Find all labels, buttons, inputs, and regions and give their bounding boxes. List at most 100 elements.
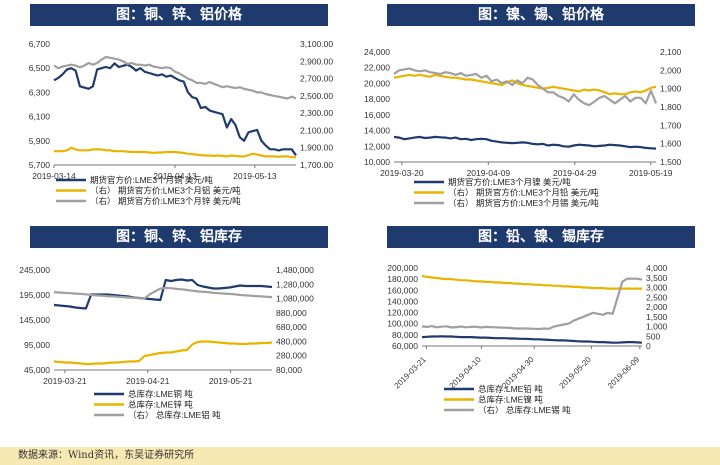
y-left-tick-label: 16,000 xyxy=(364,110,390,120)
x-tick-label: 2019-04-29 xyxy=(553,168,597,178)
series-line-0 xyxy=(421,335,643,344)
data-source-footer: 数据来源：Wind资讯，东吴证券研究所 xyxy=(0,447,720,465)
x-tick-label: 2019-04-13 xyxy=(153,171,197,181)
y-right-tick-label: 1,000 xyxy=(646,322,668,332)
x-tick-label: 2019-04-21 xyxy=(126,376,170,386)
series-line-2 xyxy=(421,277,643,331)
y-right-tick-label: 0 xyxy=(646,341,651,351)
x-tick-label: 2019-04-09 xyxy=(467,168,511,178)
chart-panel-nickel-tin-lead-price: 图：镍、锡、铅价格 24,000 22,000 20,000 18,000 16,000… xyxy=(360,0,720,220)
y-left-tick-label: 80,000 xyxy=(392,330,418,340)
series-line-0 xyxy=(53,278,273,310)
y-right-tick-label: 3,500 xyxy=(646,273,668,283)
y-left-tick-label: 60,000 xyxy=(392,341,418,351)
y-right-tick-label: 1,500 xyxy=(646,312,668,322)
chart-title: 图：铅、镍、锡库存 xyxy=(387,226,695,248)
y-left-tick-label: 14,000 xyxy=(364,126,390,136)
x-tick-label: 2019-06-09 xyxy=(606,355,642,391)
series-line-2 xyxy=(53,286,273,300)
x-tick-label: 2019-05-19 xyxy=(629,168,673,178)
y-left-tick-label: 22,000 xyxy=(364,63,390,73)
series-line-0 xyxy=(393,135,657,150)
y-left-tick-label: 95,000 xyxy=(24,340,50,350)
y-left-tick-label: 24,000 xyxy=(364,47,390,57)
y-right-tick-label: 2,000 xyxy=(660,65,682,75)
y-right-tick-label: 680,000 xyxy=(276,322,307,332)
legend-label: （右） 期货官方价:LME3个月铅 美元/吨 xyxy=(448,188,599,198)
y-right-tick-label: 280,000 xyxy=(276,351,307,361)
x-tick-label: 2019-03-20 xyxy=(380,168,424,178)
series-line-2 xyxy=(393,67,658,107)
x-tick-label: 2019-05-20 xyxy=(558,355,594,391)
y-right-tick-label: 880,000 xyxy=(276,308,307,318)
y-left-tick-label: 20,000 xyxy=(364,78,390,88)
y-right-tick-label: 4,000 xyxy=(646,263,668,273)
y-right-tick-label: 2,300.00 xyxy=(300,108,333,118)
x-tick-label: 2019-03-21 xyxy=(43,376,87,386)
y-right-tick-label: 1,600 xyxy=(660,139,682,149)
legend-label: （右） 总库存:LME锡 吨 xyxy=(478,405,571,415)
chart-panel-lead-nickel-tin-inventory: 图：铅、镍、锡库存 200,000 180,000 160,000 140,000 12… xyxy=(360,222,720,447)
x-tick-label: 2019-03-21 xyxy=(393,355,429,391)
y-right-tick-label: 2,700.00 xyxy=(300,74,333,84)
chart-title: 图：镍、锡、铅价格 xyxy=(387,4,695,26)
y-left-tick-label: 180,000 xyxy=(387,274,418,284)
legend-label: （右） 总库存:LME铝 吨 xyxy=(128,410,221,420)
y-left-tick-label: 6,500 xyxy=(29,63,51,73)
y-left-tick-label: 18,000 xyxy=(364,94,390,104)
legend-label: 期货官方价:LME3个月铜 美元/吨 xyxy=(90,175,213,185)
y-right-tick-label: 1,080,000 xyxy=(276,294,314,304)
x-tick-label: 2019-03-14 xyxy=(32,171,76,181)
y-right-tick-label: 80,000 xyxy=(276,365,302,375)
y-left-tick-label: 45,000 xyxy=(24,365,50,375)
y-right-tick-label: 2,900.00 xyxy=(300,56,333,66)
y-left-tick-label: 6,100 xyxy=(29,112,51,122)
series-line-1 xyxy=(421,274,642,290)
series-line-1 xyxy=(54,146,296,159)
legend-label: （右） 期货官方价:LME3个月铝 美元/吨 xyxy=(90,186,241,196)
chart-panel-copper-zinc-aluminum-inventory: 图：铜、锌、铝库存 245,000 195,000 145,000 95,000 45,… xyxy=(0,222,352,447)
y-right-tick-label: 1,800 xyxy=(660,102,682,112)
y-right-tick-label: 1,500 xyxy=(660,157,682,167)
y-right-tick-label: 1,900 xyxy=(660,84,682,94)
y-left-tick-label: 6,700 xyxy=(29,39,51,49)
chart-svg: 6,700 6,500 6,300 6,100 5,900 5,700 3,100.00 2,… xyxy=(29,39,334,206)
legend-label: 期货官方价:LME3个月镍 美元/吨 xyxy=(448,177,571,187)
series-line-1 xyxy=(53,340,273,366)
y-left-tick-label: 12,000 xyxy=(364,141,390,151)
y-right-tick-label: 3,000 xyxy=(646,283,668,293)
legend-label: 总库存:LME铅 吨 xyxy=(478,384,543,394)
y-right-tick-label: 1,480,000 xyxy=(276,265,314,275)
y-left-tick-label: 10,000 xyxy=(364,157,390,167)
legend-label: （右） 期货官方价:LME3个月锡 美元/吨 xyxy=(448,198,599,208)
series-line-1 xyxy=(393,73,657,96)
y-left-tick-label: 5,900 xyxy=(29,136,51,146)
y-right-tick-label: 1,700.00 xyxy=(300,160,333,170)
y-left-tick-label: 140,000 xyxy=(387,296,418,306)
y-right-tick-label: 3,100.00 xyxy=(300,39,333,49)
y-right-tick-label: 1,900.00 xyxy=(300,143,333,153)
y-left-tick-label: 120,000 xyxy=(387,308,418,318)
y-right-tick-label: 500 xyxy=(646,331,660,341)
x-tick-label: 2019-05-21 xyxy=(209,376,253,386)
y-right-tick-label: 2,100.00 xyxy=(300,125,333,135)
legend-label: 总库存:LME铜 吨 xyxy=(128,389,193,399)
y-right-tick-label: 1,280,000 xyxy=(276,279,314,289)
y-left-tick-label: 195,000 xyxy=(19,290,50,300)
y-right-tick-label: 2,100 xyxy=(660,47,682,57)
y-right-tick-label: 2,000 xyxy=(646,302,668,312)
y-right-tick-label: 2,500.00 xyxy=(300,91,333,101)
y-left-tick-label: 160,000 xyxy=(387,285,418,295)
y-left-tick-label: 6,300 xyxy=(29,87,51,97)
chart-svg: 24,000 22,000 20,000 18,000 16,000 14,000 12,0… xyxy=(364,47,682,208)
y-left-tick-label: 200,000 xyxy=(387,263,418,273)
chart-title: 图：铜、锌、铝价格 xyxy=(30,4,328,26)
y-left-tick-label: 100,000 xyxy=(387,319,418,329)
chart-title: 图：铜、锌、铝库存 xyxy=(30,226,328,248)
legend-label: 总库存:LME锌 吨 xyxy=(128,400,193,410)
legend-label: （右） 期货官方价:LME3个月锌 美元/吨 xyxy=(90,196,241,206)
y-right-tick-label: 480,000 xyxy=(276,336,307,346)
y-left-tick-label: 145,000 xyxy=(19,315,50,325)
y-left-tick-label: 5,700 xyxy=(29,160,51,170)
